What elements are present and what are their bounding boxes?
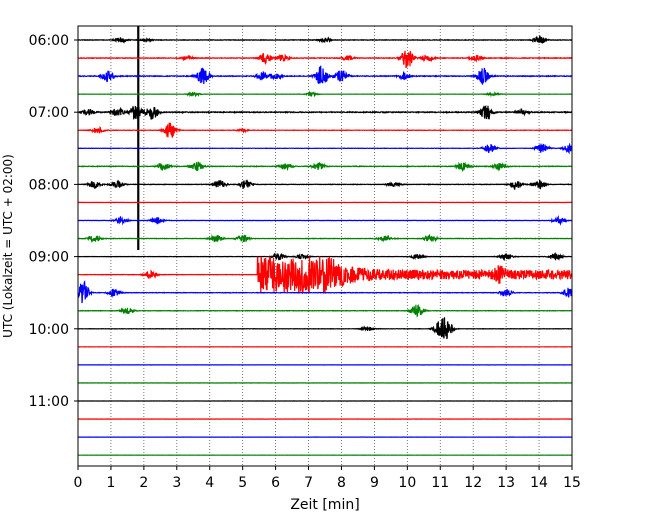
x-tick-label: 0 <box>74 475 83 491</box>
trace-line <box>77 252 573 261</box>
seismic-traces <box>77 26 573 456</box>
x-axis-label: Zeit [min] <box>290 497 359 513</box>
x-tick-label: 1 <box>106 475 115 491</box>
trace-line <box>77 104 573 120</box>
trace-line <box>77 304 573 318</box>
x-tick-label: 4 <box>205 475 214 491</box>
x-tick-label: 15 <box>563 475 581 491</box>
trace-line <box>77 35 573 44</box>
x-tick-label: 7 <box>304 475 313 491</box>
x-tick-label: 6 <box>271 475 280 491</box>
x-tick-label: 8 <box>337 475 346 491</box>
trace-line <box>77 122 573 138</box>
y-axis-ticks: 06:00 07:00 08:00 09:00 10:00 11:00 <box>29 33 78 410</box>
y-tick-label: 06:00 <box>29 33 69 49</box>
trace-line <box>77 142 573 155</box>
trace-line <box>78 256 573 295</box>
x-tick-label: 14 <box>530 475 548 491</box>
y-tick-label: 09:00 <box>29 250 69 266</box>
y-tick-label: 07:00 <box>29 105 69 121</box>
trace-line <box>78 90 573 98</box>
trace-line <box>77 280 573 304</box>
x-tick-label: 11 <box>431 475 449 491</box>
y-tick-label: 11:00 <box>29 394 69 410</box>
trace-line <box>77 233 573 244</box>
y-tick-label: 10:00 <box>29 322 69 338</box>
x-tick-label: 13 <box>497 475 515 491</box>
trace-line <box>77 215 573 226</box>
x-tick-label: 10 <box>398 475 416 491</box>
x-tick-label: 9 <box>370 475 379 491</box>
trace-line <box>77 178 573 191</box>
x-tick-label: 12 <box>464 475 482 491</box>
trace-line <box>77 161 573 173</box>
y-axis-label: UTC (Lokalzeit = UTC + 02:00) <box>1 154 15 338</box>
x-tick-label: 5 <box>238 475 247 491</box>
trace-line <box>77 50 573 69</box>
y-tick-label: 08:00 <box>29 177 69 193</box>
x-tick-label: 2 <box>139 475 148 491</box>
trace-line <box>77 65 573 85</box>
plot-frame <box>77 25 573 467</box>
x-tick-label: 3 <box>172 475 181 491</box>
vertical-grid <box>110 26 540 466</box>
trace-line <box>77 317 573 340</box>
x-axis-ticks: 0 1 2 3 4 5 6 7 8 9 10 11 12 13 14 15 <box>74 466 581 491</box>
